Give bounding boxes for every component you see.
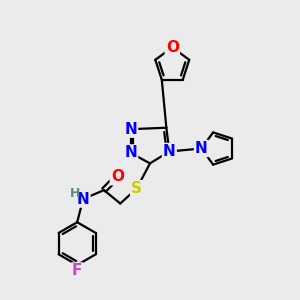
Text: N: N [163,144,176,159]
Text: N: N [195,141,208,156]
Text: F: F [72,263,83,278]
Text: O: O [111,169,124,184]
Text: O: O [166,40,179,55]
Text: H: H [70,187,80,200]
Text: N: N [77,191,89,206]
Text: N: N [124,122,137,137]
Text: N: N [124,146,137,160]
Text: S: S [131,181,142,196]
